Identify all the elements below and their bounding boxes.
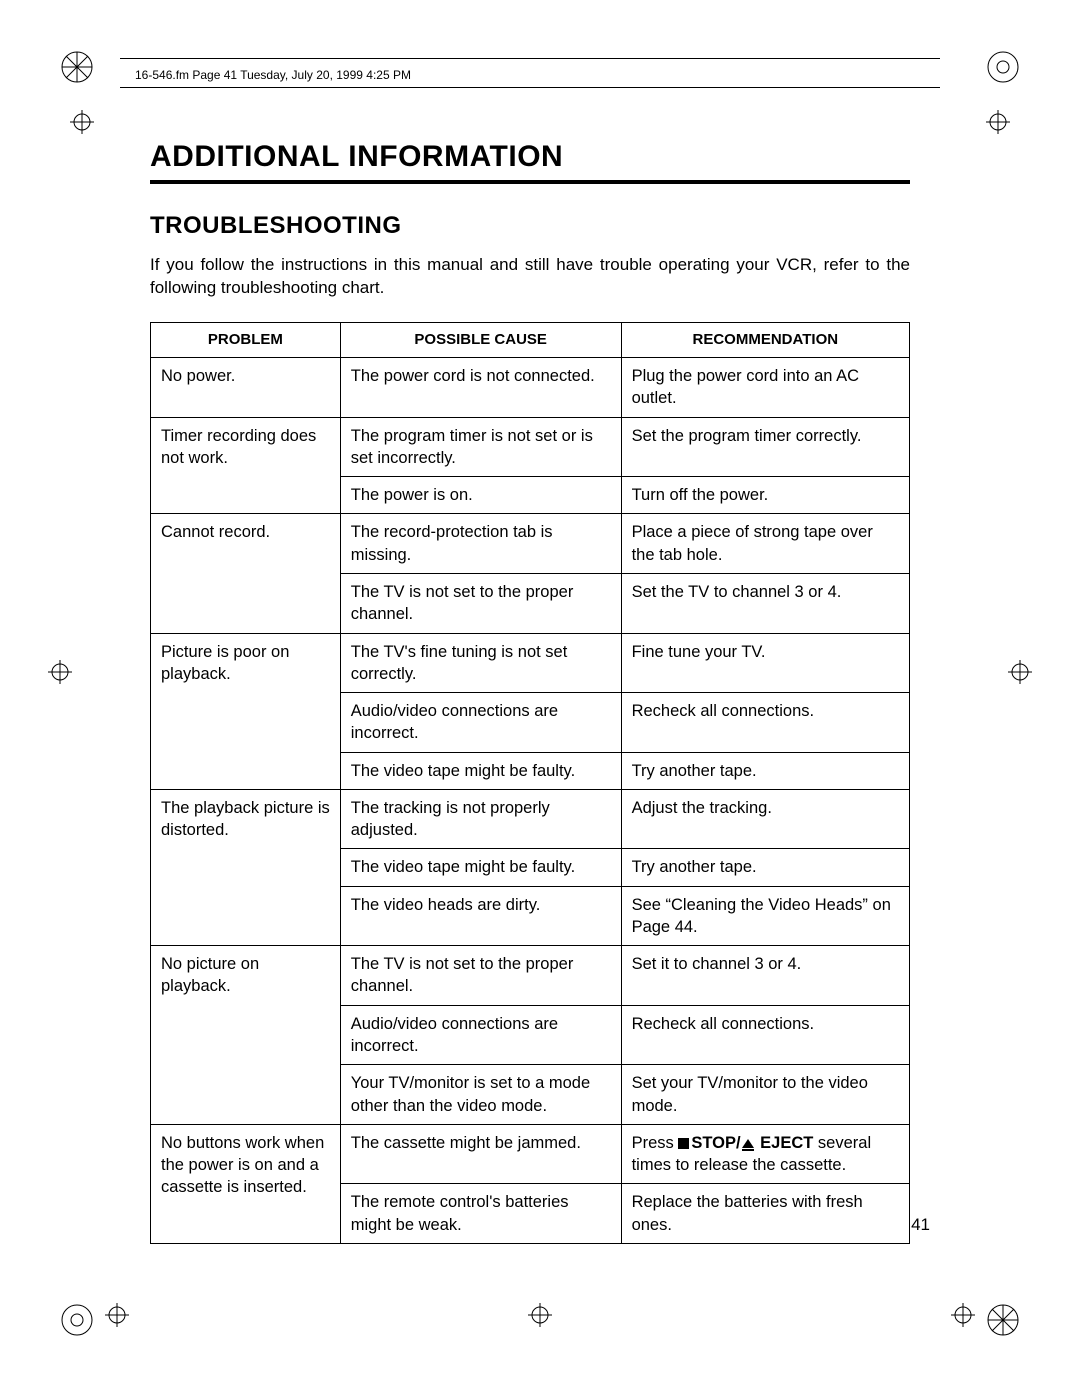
rec-stop-label: STOP/	[691, 1134, 740, 1152]
page-title: ADDITIONAL INFORMATION	[150, 140, 910, 174]
cell-cause: The video heads are dirty.	[340, 886, 621, 946]
title-rule	[150, 180, 910, 184]
intro-paragraph: If you follow the instructions in this m…	[150, 254, 910, 300]
cell-problem: The playback picture is distorted.	[151, 789, 341, 945]
crop-mark-icon	[528, 1303, 552, 1327]
table-header-row: PROBLEM POSSIBLE CAUSE RECOMMENDATION	[151, 322, 910, 357]
crop-mark-icon	[48, 660, 72, 684]
cell-rec: Recheck all connections.	[621, 693, 909, 753]
table-row: No power. The power cord is not connecte…	[151, 358, 910, 418]
crop-mark-icon	[986, 110, 1010, 134]
cell-rec: Recheck all connections.	[621, 1005, 909, 1065]
crop-mark-icon	[60, 50, 94, 84]
crop-mark-icon	[1008, 660, 1032, 684]
cell-rec: Try another tape.	[621, 849, 909, 886]
cell-cause: Audio/video connections are incorrect.	[340, 1005, 621, 1065]
cell-cause: The record-protection tab is missing.	[340, 514, 621, 574]
cell-rec: Try another tape.	[621, 752, 909, 789]
cell-rec: Place a piece of strong tape over the ta…	[621, 514, 909, 574]
cell-cause: Audio/video connections are incorrect.	[340, 693, 621, 753]
cell-problem: Picture is poor on playback.	[151, 633, 341, 789]
table-row: No picture on playback. The TV is not se…	[151, 946, 910, 1006]
table-row: Picture is poor on playback. The TV's fi…	[151, 633, 910, 693]
cell-problem: Cannot record.	[151, 514, 341, 633]
cell-rec: Plug the power cord into an AC outlet.	[621, 358, 909, 418]
crop-mark-icon	[105, 1303, 129, 1327]
troubleshooting-table: PROBLEM POSSIBLE CAUSE RECOMMENDATION No…	[150, 322, 910, 1244]
crop-mark-icon	[951, 1303, 975, 1327]
crop-mark-icon	[70, 110, 94, 134]
cell-cause: The power is on.	[340, 477, 621, 514]
cell-rec: Set the TV to channel 3 or 4.	[621, 573, 909, 633]
cell-rec: Fine tune your TV.	[621, 633, 909, 693]
table-row: The playback picture is distorted. The t…	[151, 789, 910, 849]
page-number: 41	[911, 1215, 930, 1235]
crop-mark-icon	[986, 1303, 1020, 1337]
cell-rec: Adjust the tracking.	[621, 789, 909, 849]
stop-icon	[678, 1138, 689, 1149]
cell-cause: The video tape might be faulty.	[340, 849, 621, 886]
cell-problem: No power.	[151, 358, 341, 418]
table-row: No buttons work when the power is on and…	[151, 1124, 910, 1184]
cell-rec: Set it to channel 3 or 4.	[621, 946, 909, 1006]
cell-cause: The remote control's batteries might be …	[340, 1184, 621, 1244]
cell-problem: Timer recording does not work.	[151, 417, 341, 514]
cell-cause: The power cord is not connected.	[340, 358, 621, 418]
cell-rec: See “Cleaning the Video Heads” on Page 4…	[621, 886, 909, 946]
rec-text: Press	[632, 1134, 679, 1152]
cell-cause: The program timer is not set or is set i…	[340, 417, 621, 477]
table-row: Timer recording does not work. The progr…	[151, 417, 910, 477]
col-header-problem: PROBLEM	[151, 322, 341, 357]
eject-icon	[742, 1139, 754, 1148]
cell-rec: Set the program timer correctly.	[621, 417, 909, 477]
cell-rec: Turn off the power.	[621, 477, 909, 514]
cell-problem: No picture on playback.	[151, 946, 341, 1125]
cell-cause: The tracking is not properly adjusted.	[340, 789, 621, 849]
section-title: TROUBLESHOOTING	[150, 212, 910, 240]
cell-cause: The TV is not set to the proper channel.	[340, 573, 621, 633]
cell-cause: Your TV/monitor is set to a mode other t…	[340, 1065, 621, 1125]
cell-cause: The TV is not set to the proper channel.	[340, 946, 621, 1006]
rec-eject-label: EJECT	[756, 1134, 814, 1152]
cell-rec: Replace the batteries with fresh ones.	[621, 1184, 909, 1244]
cell-rec: Set your TV/monitor to the video mode.	[621, 1065, 909, 1125]
crop-mark-icon	[986, 50, 1020, 84]
col-header-cause: POSSIBLE CAUSE	[340, 322, 621, 357]
content-area: ADDITIONAL INFORMATION TROUBLESHOOTING I…	[150, 140, 910, 1244]
cell-cause: The TV's fine tuning is not set correctl…	[340, 633, 621, 693]
cell-cause: The video tape might be faulty.	[340, 752, 621, 789]
cell-problem: No buttons work when the power is on and…	[151, 1124, 341, 1243]
table-row: Cannot record. The record-protection tab…	[151, 514, 910, 574]
crop-mark-icon	[60, 1303, 94, 1337]
col-header-rec: RECOMMENDATION	[621, 322, 909, 357]
cell-rec: Press STOP/ EJECT several times to relea…	[621, 1124, 909, 1184]
file-meta-header: 16-546.fm Page 41 Tuesday, July 20, 1999…	[135, 68, 411, 82]
manual-page: 16-546.fm Page 41 Tuesday, July 20, 1999…	[0, 0, 1080, 1397]
cell-cause: The cassette might be jammed.	[340, 1124, 621, 1184]
